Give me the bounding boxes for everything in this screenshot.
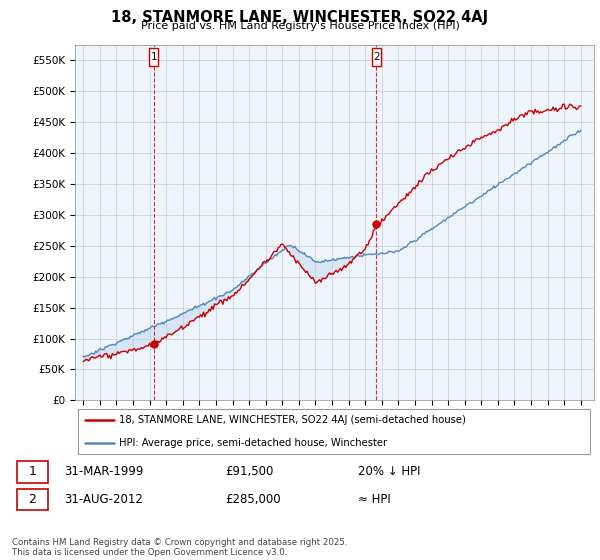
FancyBboxPatch shape <box>17 489 48 510</box>
Text: 18, STANMORE LANE, WINCHESTER, SO22 4AJ: 18, STANMORE LANE, WINCHESTER, SO22 4AJ <box>112 10 488 25</box>
Text: 31-AUG-2012: 31-AUG-2012 <box>64 493 143 506</box>
Text: Contains HM Land Registry data © Crown copyright and database right 2025.
This d: Contains HM Land Registry data © Crown c… <box>12 538 347 557</box>
Text: 20% ↓ HPI: 20% ↓ HPI <box>358 465 420 478</box>
Text: 2: 2 <box>373 52 380 62</box>
Text: 1: 1 <box>151 52 157 62</box>
Text: 18, STANMORE LANE, WINCHESTER, SO22 4AJ (semi-detached house): 18, STANMORE LANE, WINCHESTER, SO22 4AJ … <box>119 416 466 426</box>
FancyBboxPatch shape <box>149 48 158 67</box>
Text: ≈ HPI: ≈ HPI <box>358 493 391 506</box>
Text: 31-MAR-1999: 31-MAR-1999 <box>64 465 143 478</box>
FancyBboxPatch shape <box>17 461 48 483</box>
FancyBboxPatch shape <box>372 48 381 67</box>
Text: £285,000: £285,000 <box>225 493 281 506</box>
Text: 2: 2 <box>29 493 37 506</box>
Text: 1: 1 <box>29 465 37 478</box>
Text: Price paid vs. HM Land Registry's House Price Index (HPI): Price paid vs. HM Land Registry's House … <box>140 21 460 31</box>
Text: HPI: Average price, semi-detached house, Winchester: HPI: Average price, semi-detached house,… <box>119 438 387 448</box>
Text: £91,500: £91,500 <box>225 465 274 478</box>
